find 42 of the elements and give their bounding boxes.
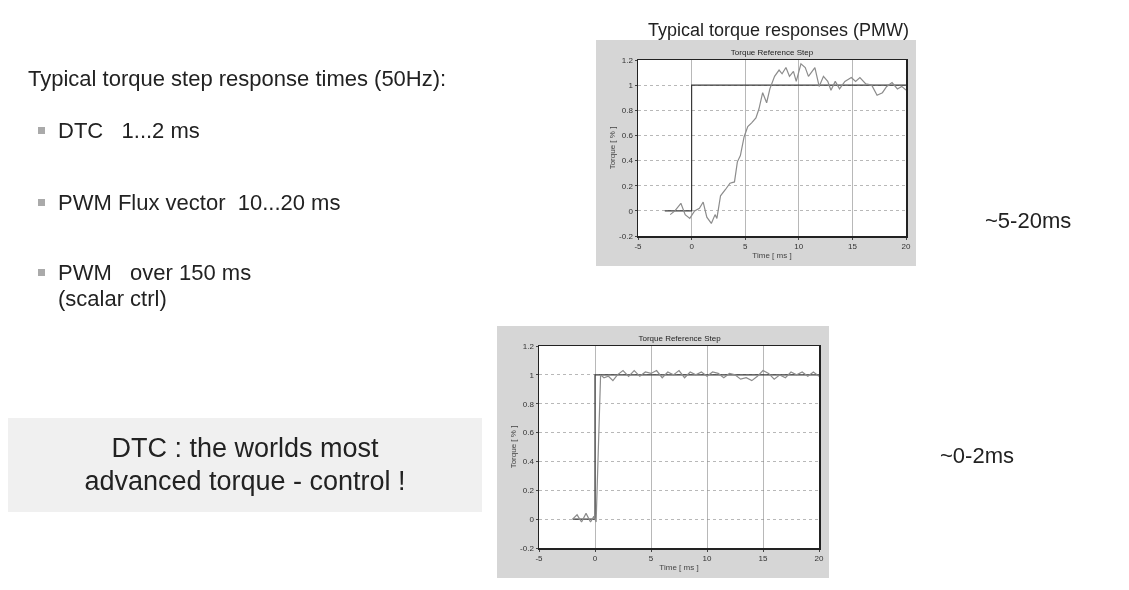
x-tick-label: 5 [742,242,748,252]
x-tick-label: 10 [794,242,804,252]
chart-title: Torque Reference Step [638,334,722,344]
chart-subtitle: Torque Reference Step [730,48,814,58]
y-axis-title: Torque [ % ] [608,126,618,170]
y-tick-label: 0.6 [522,428,535,438]
y-axis-title: Torque [ % ] [509,425,519,469]
x-tick-label: 20 [901,242,911,252]
y-tick-label: 0.2 [621,181,634,191]
y-tick-label: 0 [628,206,634,216]
y-tick-label: 0.8 [621,106,634,116]
y-tick-label: 0 [529,514,535,524]
y-tick-label: 0.8 [522,399,535,409]
x-tick-label: 0 [592,554,598,564]
x-axis-title: Time [ ms ] [752,250,792,260]
y-tick-label: 1 [628,80,634,90]
y-tick-label: 0.2 [522,486,535,496]
x-tick-label: -5 [535,554,544,564]
x-tick-label: 15 [758,554,768,564]
text: DTC 1...2 ms [58,118,200,144]
x-tick-label: 5 [648,554,654,564]
text: PWM Flux vector 10...20 ms [58,190,341,216]
x-tick-label: -5 [634,242,643,252]
y-tick-label: 1.2 [621,55,634,65]
text: ~5-20ms [985,208,1072,234]
x-tick-label: 0 [689,242,695,252]
x-tick-label: 15 [847,242,858,252]
x-tick-label: 20 [814,554,824,564]
y-tick-label: 0.6 [621,131,634,141]
y-tick-label: 0.4 [522,457,535,467]
text: ~0-2ms [940,443,1014,469]
text: Typical torque step response times (50Hz): [28,66,447,92]
text: PWM over 150 ms (scalar ctrl) [58,260,252,312]
y-tick-label: 0.4 [621,156,634,166]
x-tick-label: 10 [702,554,712,564]
y-tick-label: 1 [529,370,535,380]
text: DTC : the worlds most advanced torque - control ! [83,432,407,498]
chart-title: Typical torque responses (PMW) [648,20,910,41]
y-tick-label: -0.2 [520,543,535,553]
x-axis-title: Time [ ms ] [659,562,699,572]
y-tick-label: 1.2 [522,341,535,351]
y-tick-label: -0.2 [619,231,634,241]
